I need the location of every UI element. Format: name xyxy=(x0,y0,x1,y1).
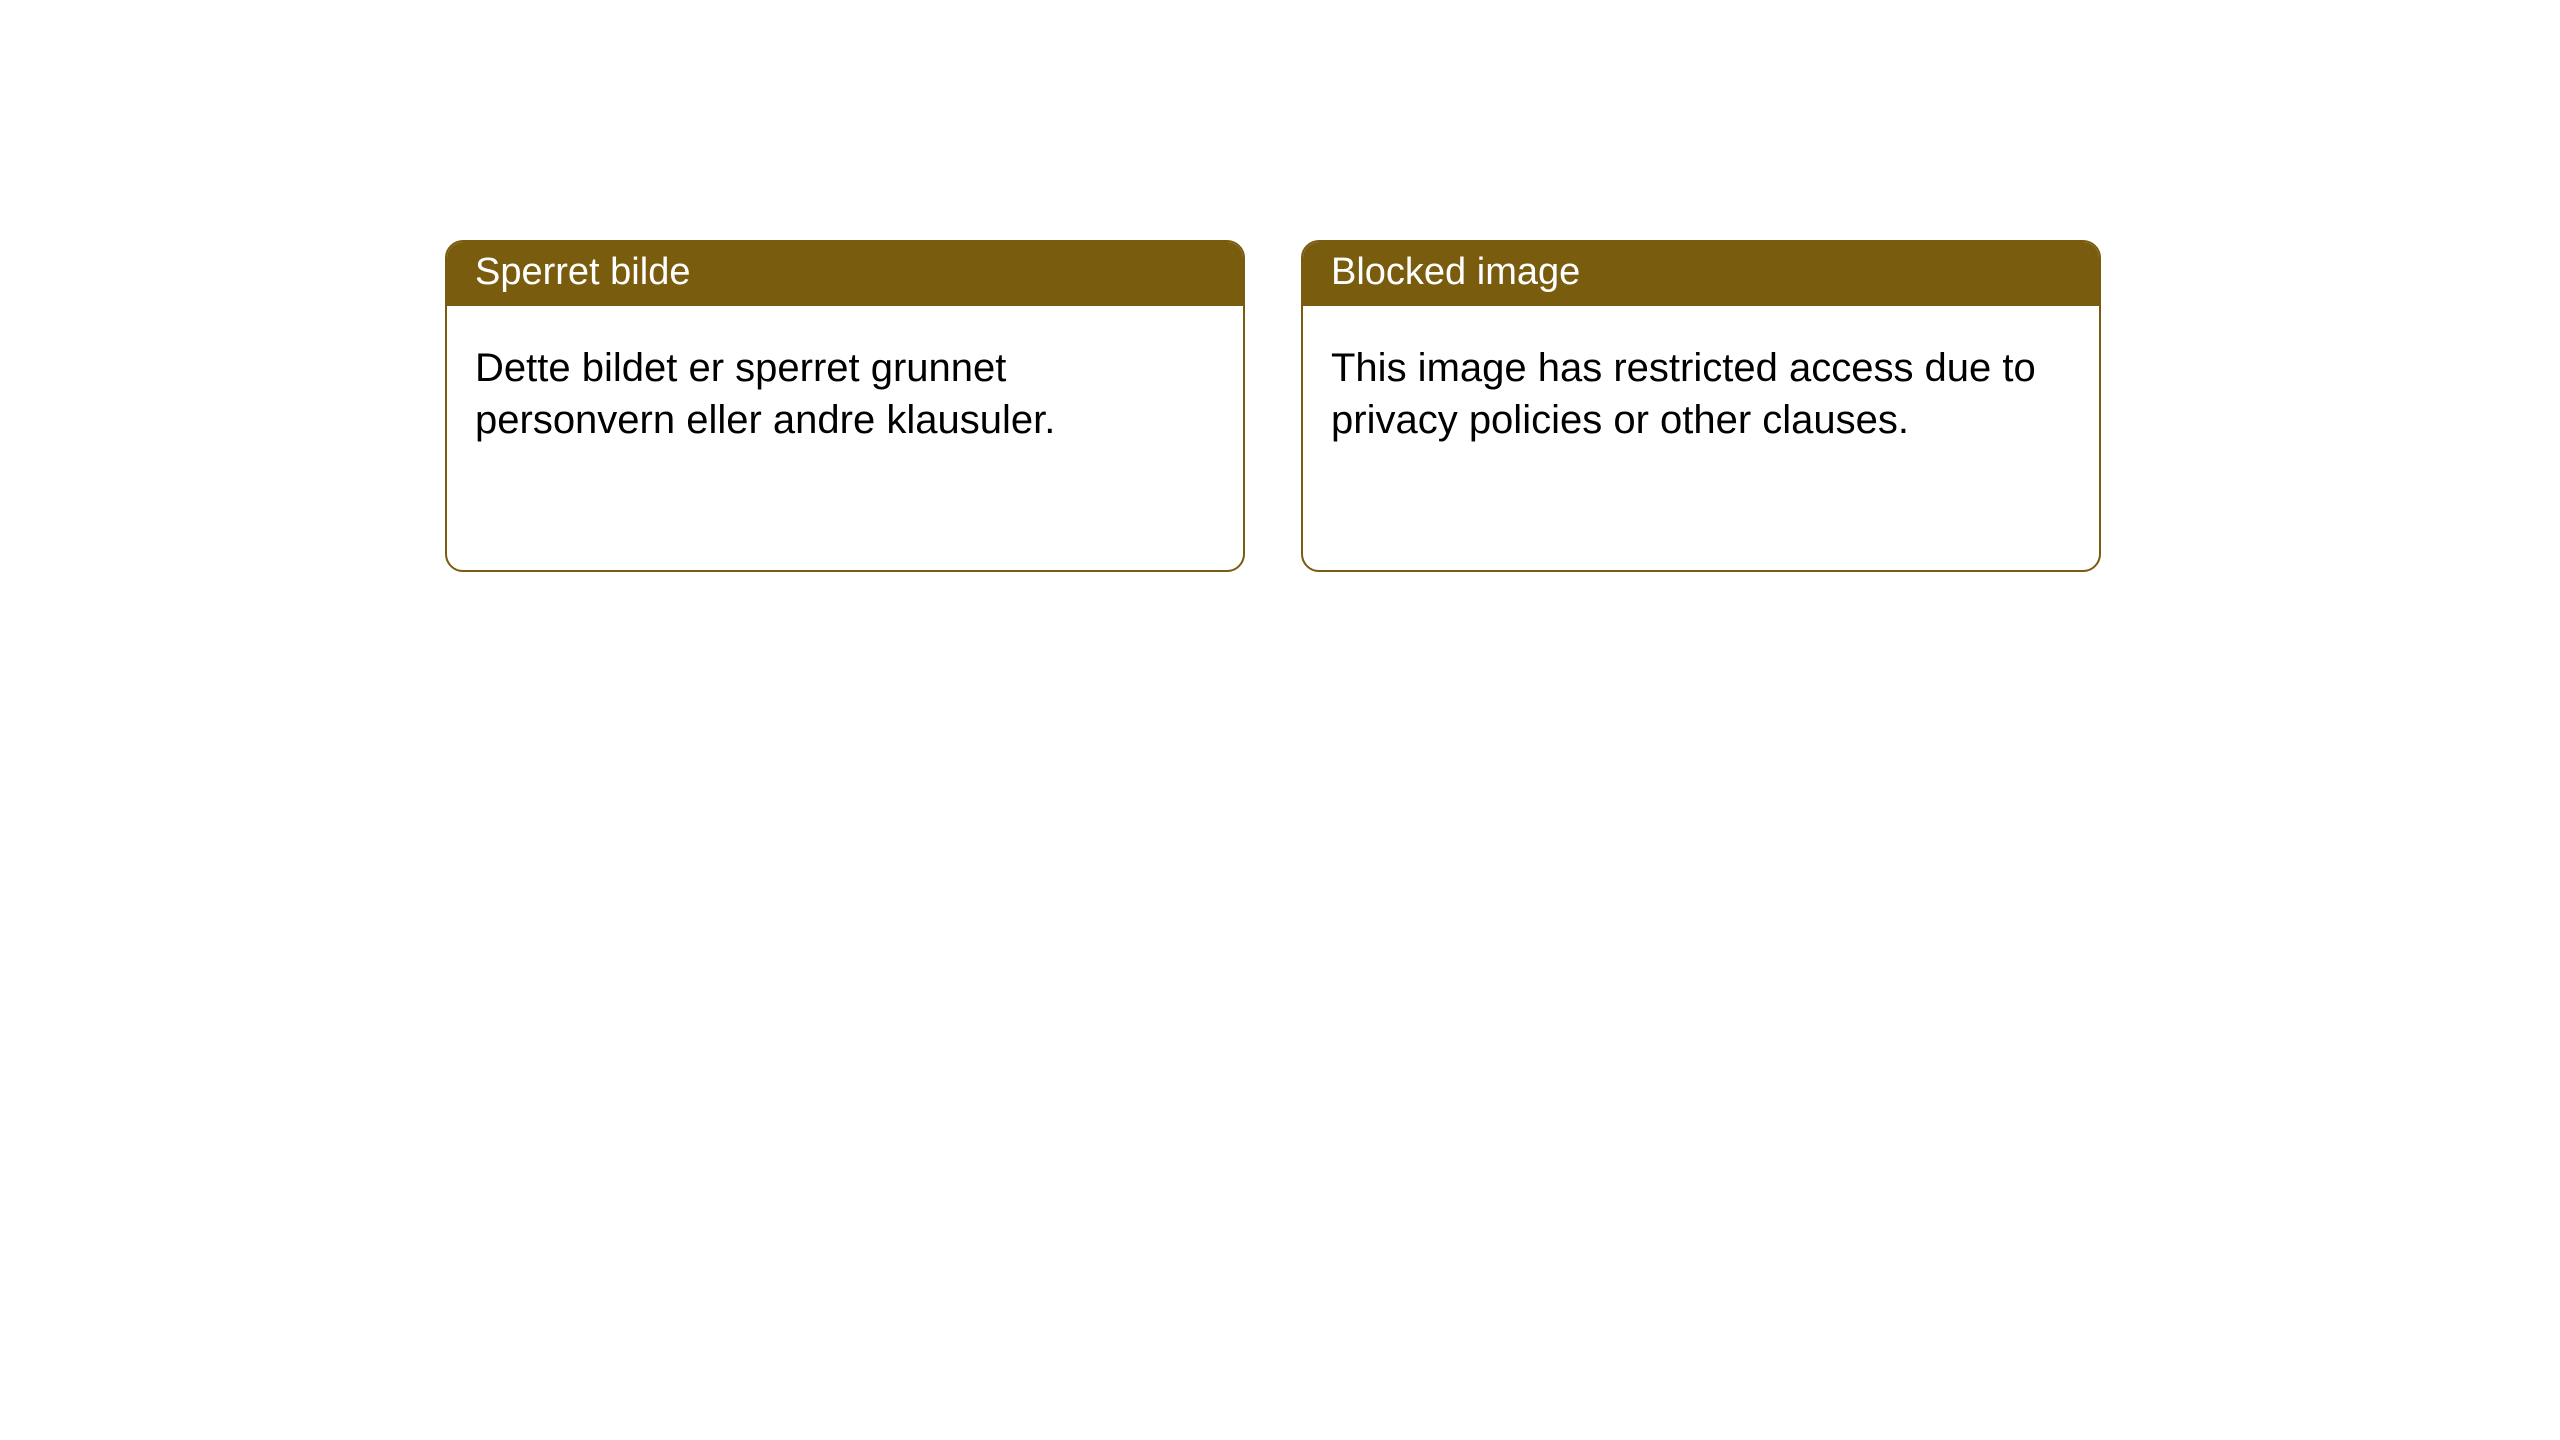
notice-header: Sperret bilde xyxy=(447,242,1243,306)
notice-title: Blocked image xyxy=(1331,251,1580,293)
notice-container: Sperret bilde Dette bildet er sperret gr… xyxy=(0,0,2560,572)
notice-card-english: Blocked image This image has restricted … xyxy=(1301,240,2101,572)
notice-message: Dette bildet er sperret grunnet personve… xyxy=(475,346,1055,442)
notice-message: This image has restricted access due to … xyxy=(1331,346,2036,442)
notice-body: This image has restricted access due to … xyxy=(1303,306,2099,482)
notice-body: Dette bildet er sperret grunnet personve… xyxy=(447,306,1243,482)
notice-title: Sperret bilde xyxy=(475,251,690,293)
notice-card-norwegian: Sperret bilde Dette bildet er sperret gr… xyxy=(445,240,1245,572)
notice-header: Blocked image xyxy=(1303,242,2099,306)
